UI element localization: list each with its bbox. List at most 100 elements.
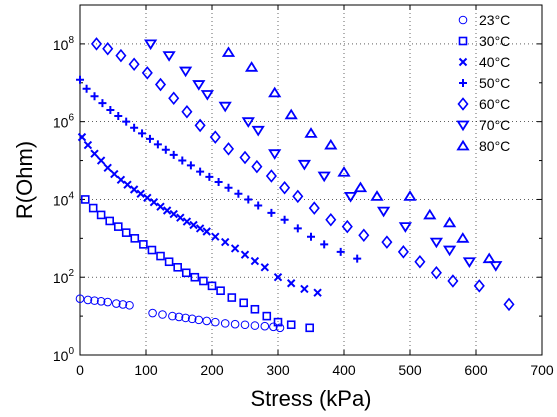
data-point: [241, 117, 255, 128]
data-point: [125, 300, 134, 310]
data-point: [205, 172, 214, 181]
data-point: [262, 311, 272, 321]
data-point: [154, 77, 167, 92]
data-point: [106, 105, 115, 114]
data-point: [161, 145, 170, 154]
data-point: [442, 216, 457, 228]
data-point: [121, 228, 131, 237]
legend-marker: [458, 57, 468, 67]
data-point: [90, 296, 99, 305]
data-point: [250, 256, 260, 266]
data-point: [286, 320, 296, 330]
data-point: [168, 91, 180, 106]
data-point: [114, 111, 123, 120]
data-point: [98, 99, 107, 108]
data-point: [162, 206, 172, 215]
data-point: [473, 279, 485, 293]
series-3: [76, 75, 362, 263]
legend: 23°C 30°C 40°C 50°C 60°C 70°C 80°C: [456, 12, 510, 154]
x-tick-label: 400: [332, 362, 356, 378]
data-point: [207, 281, 217, 291]
x-tick-label: 300: [266, 362, 290, 378]
series-4: [90, 37, 515, 312]
plot-frame: [79, 4, 543, 356]
legend-label: 23°C: [479, 12, 510, 28]
data-point: [187, 314, 197, 324]
data-point: [447, 274, 459, 288]
data-point: [77, 132, 87, 142]
data-point: [156, 251, 165, 261]
data-point: [250, 304, 260, 314]
data-point: [227, 293, 237, 302]
data-point: [211, 232, 220, 241]
y-tick-label: 106: [53, 113, 75, 131]
data-point: [221, 46, 236, 57]
data-point: [96, 297, 106, 306]
data-point: [186, 161, 195, 170]
data-point: [244, 61, 259, 72]
data-point: [397, 245, 409, 259]
legend-label: 60°C: [479, 96, 510, 112]
data-point: [128, 57, 140, 71]
data-point: [181, 104, 193, 119]
data-point: [216, 286, 225, 296]
data-point: [76, 75, 84, 84]
series-2: [77, 132, 322, 297]
y-tick-label: 100: [53, 346, 75, 364]
data-point: [202, 316, 212, 326]
data-point: [115, 48, 127, 63]
data-point: [286, 279, 296, 288]
legend-label: 30°C: [479, 33, 510, 49]
legend-label: 40°C: [479, 54, 510, 70]
data-point: [130, 234, 140, 243]
data-point: [304, 127, 318, 138]
data-point: [123, 180, 132, 189]
data-point: [136, 189, 145, 198]
data-point: [297, 159, 312, 171]
data-point: [218, 101, 232, 113]
data-point: [240, 320, 250, 330]
data-point: [145, 134, 154, 143]
legend-marker: [458, 15, 468, 25]
data-point: [116, 175, 126, 185]
data-point: [178, 156, 187, 165]
legend-marker: [456, 120, 470, 132]
data-point: [176, 213, 185, 222]
data-point: [103, 297, 113, 307]
data-point: [143, 39, 158, 51]
data-point: [324, 138, 338, 150]
data-point: [240, 250, 250, 259]
data-point: [423, 208, 437, 220]
data-point: [90, 37, 103, 51]
data-point: [90, 92, 99, 101]
data-point: [118, 300, 128, 309]
legend-marker: [458, 36, 468, 46]
data-point: [239, 298, 248, 308]
data-point: [398, 222, 413, 233]
data-point: [196, 167, 205, 176]
data-point: [189, 220, 198, 230]
data-point: [293, 224, 302, 233]
data-point: [239, 150, 251, 165]
data-point: [250, 321, 260, 330]
data-point: [376, 206, 391, 218]
data-point: [269, 322, 278, 332]
data-point: [169, 150, 178, 159]
data-point: [230, 319, 240, 329]
data-point: [169, 209, 178, 219]
data-point: [149, 197, 159, 207]
series-1: [80, 195, 314, 333]
y-axis-label: R(Ohm): [12, 141, 37, 219]
data-point: [181, 313, 190, 323]
data-point: [267, 208, 276, 217]
data-point: [268, 86, 282, 98]
legend-marker: [457, 97, 469, 111]
data-point: [482, 252, 496, 264]
series-0: [75, 294, 285, 333]
x-axis-label: Stress (kPa): [250, 386, 371, 411]
data-point: [178, 66, 193, 78]
data-point: [284, 108, 298, 120]
data-point: [462, 257, 477, 268]
data-point: [173, 262, 182, 272]
x-tick-label: 700: [530, 362, 554, 378]
